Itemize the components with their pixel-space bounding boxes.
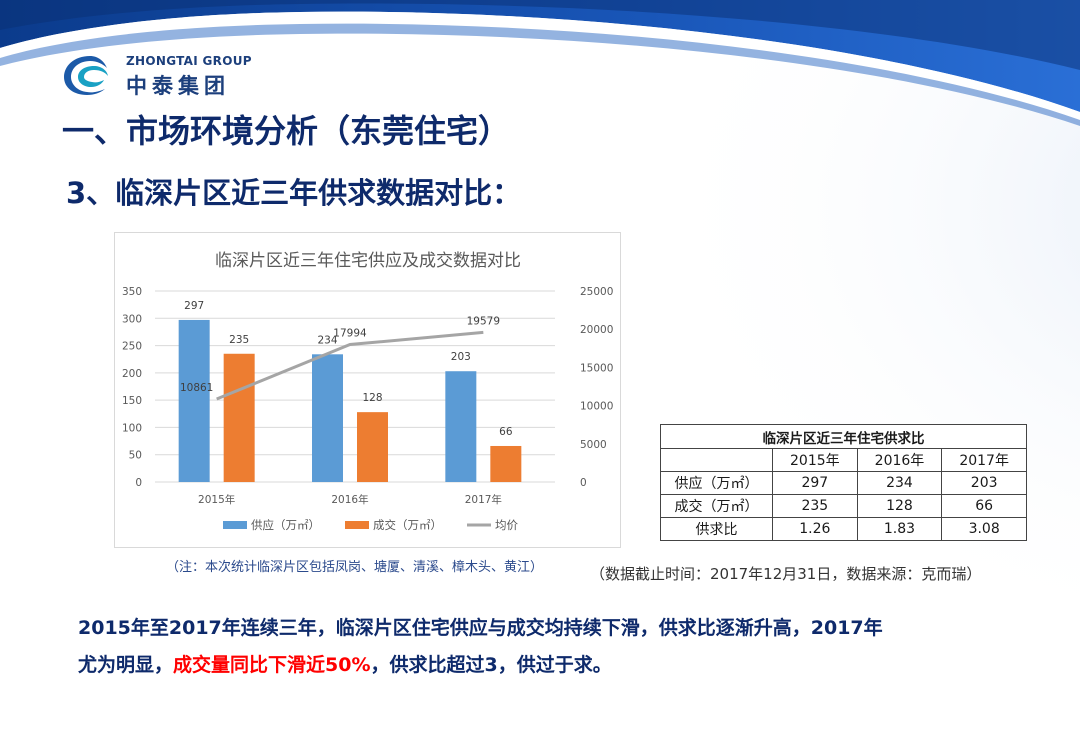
table-cell: 3.08 [941, 517, 1027, 541]
y-tick-label-left: 250 [122, 341, 142, 353]
bar [445, 371, 477, 482]
page-title: 一、市场环境分析（东莞住宅） [62, 112, 511, 150]
zhongtai-logo-icon [64, 56, 108, 95]
y-tick-label-right: 15000 [580, 362, 613, 374]
legend-label: 均价 [495, 518, 518, 532]
supply-transaction-chart: 临深片区近三年住宅供应及成交数据对比 0 50 100 150 200 250 300 350 0… [114, 232, 621, 548]
chart-footnote: （注：本次统计临深片区包括凤岗、塘厦、清溪、樟木头、黄江） [166, 560, 544, 575]
y-tick-label-left: 0 [135, 477, 142, 489]
legend-label: 成交（万㎡） [373, 518, 442, 532]
summary-line-2: 尤为明显，成交量同比下滑近50%，供求比超过3，供过于求。 [78, 647, 1018, 684]
line-data-label: 10861 [180, 382, 213, 394]
table-cell: 1.26 [772, 517, 858, 541]
line-data-label: 17994 [333, 328, 367, 340]
y-tick-label-right: 10000 [580, 401, 613, 413]
bar [178, 319, 210, 482]
x-tick-label: 2015年 [198, 493, 235, 506]
bar-data-label: 297 [184, 300, 204, 312]
x-tick-label: 2017年 [465, 493, 502, 506]
table-header-cell: 2015年 [772, 448, 858, 472]
y-tick-label-right: 25000 [580, 286, 613, 298]
y-tick-label-left: 100 [122, 422, 142, 434]
y-tick-label-left: 150 [122, 395, 142, 407]
logo-chinese-name: 中泰集团 [126, 74, 230, 98]
summary-text: ，供求比超过3，供过于求。 [370, 654, 612, 676]
table-cell: 234 [856, 471, 943, 495]
table-cell: 128 [856, 494, 943, 518]
company-logo: ZHONGTAI GROUP 中泰集团 [60, 52, 260, 100]
table-header-cell: 2017年 [941, 448, 1027, 472]
bar-data-label: 235 [229, 334, 249, 346]
summary-line-1: 2015年至2017年连续三年，临深片区住宅供应与成交均持续下滑，供求比逐渐升高… [78, 617, 883, 639]
table-caption: 临深片区近三年住宅供求比 [660, 424, 1027, 449]
legend-label: 供应（万㎡） [251, 518, 320, 532]
y-tick-label-right: 0 [580, 477, 587, 489]
table-cell: 供求比 [660, 517, 773, 541]
table-cell: 297 [772, 471, 858, 495]
bar-data-label: 234 [317, 334, 337, 346]
logo-english-name: ZHONGTAI GROUP [126, 54, 252, 68]
table-row: 供求比 1.26 1.83 3.08 [660, 517, 1027, 541]
table-row: 供应（万㎡） 297 234 203 [660, 471, 1027, 495]
table-cell: 成交（万㎡） [660, 494, 773, 518]
bar [223, 353, 255, 482]
y-tick-label-left: 300 [122, 313, 142, 325]
x-tick-label: 2016年 [331, 493, 368, 506]
bar [357, 412, 388, 482]
line-series-avg-price [216, 330, 484, 401]
table-cell: 66 [941, 494, 1027, 518]
table-cell: 203 [941, 471, 1027, 495]
table-header-row: 2015年 2016年 2017年 [660, 448, 1027, 472]
line-data-label: 19579 [467, 315, 500, 327]
y-tick-label-right: 20000 [580, 324, 613, 336]
bar-data-label: 66 [499, 426, 513, 438]
section-subtitle: 3、临深片区近三年供求数据对比： [66, 176, 522, 210]
table-row: 成交（万㎡） 235 128 66 [660, 494, 1027, 518]
summary-text: 尤为明显， [78, 654, 174, 676]
y-tick-label-left: 200 [122, 368, 142, 380]
summary-paragraph: 2015年至2017年连续三年，临深片区住宅供应与成交均持续下滑，供求比逐渐升高… [78, 610, 1018, 684]
y-tick-label-left: 350 [122, 286, 142, 298]
data-source-note: （数据截止时间：2017年12月31日，数据来源：克而瑞） [590, 565, 982, 583]
y-tick-label-left: 50 [129, 450, 142, 462]
chart-title: 临深片区近三年住宅供应及成交数据对比 [215, 251, 521, 271]
legend-swatch [345, 521, 369, 529]
table-header-cell: 2016年 [856, 448, 943, 472]
summary-highlight: 成交量同比下滑近50% [173, 654, 371, 676]
table-cell: 供应（万㎡） [660, 471, 773, 495]
table-header-cell [660, 448, 773, 472]
chart-canvas: 临深片区近三年住宅供应及成交数据对比 0 50 100 150 200 250 300 350 0… [122, 251, 613, 532]
bar [490, 445, 522, 482]
table-cell: 235 [772, 494, 858, 518]
table-cell: 1.83 [856, 517, 943, 541]
legend-swatch [223, 521, 247, 529]
y-tick-label-right: 5000 [580, 439, 607, 451]
supply-demand-ratio-table: 临深片区近三年住宅供求比 2015年 2016年 2017年 供应（万㎡） 29… [660, 424, 1027, 541]
bar-data-label: 128 [362, 392, 382, 404]
bar [312, 354, 343, 482]
bar-data-label: 203 [451, 351, 471, 363]
